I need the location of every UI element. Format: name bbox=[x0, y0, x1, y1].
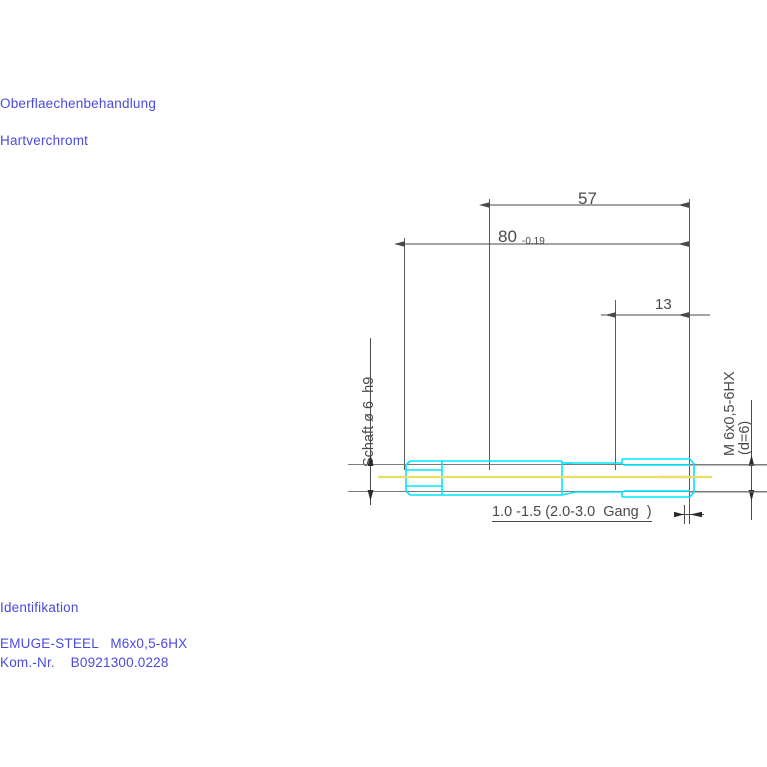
identification-line-2: Kom.-Nr. B0921300.0228 bbox=[0, 655, 169, 670]
shank-arrow-bottom bbox=[367, 490, 374, 501]
extension-lines bbox=[404, 199, 690, 520]
surface-treatment-heading: Oberflaechenbehandlung bbox=[0, 96, 157, 111]
shank-arrow-top bbox=[367, 455, 374, 466]
chamfer-note: 1.0 -1.5 (2.0-3.0 Gang ) bbox=[492, 504, 652, 522]
chamfer-note-arrows bbox=[674, 505, 704, 524]
neck-bottom-taper bbox=[561, 491, 622, 496]
shank-diameter-dimension bbox=[367, 338, 374, 505]
dimension-lines bbox=[394, 202, 710, 318]
identification-heading: Identifikation bbox=[0, 600, 79, 615]
square-drive-section bbox=[405, 460, 443, 496]
tap-part-geometry bbox=[378, 458, 712, 498]
chamfer-arrow-left bbox=[674, 511, 684, 518]
identification-line-1: EMUGE-STEEL M6x0,5-6HX bbox=[0, 636, 188, 651]
chamfer-arrow-right bbox=[690, 511, 702, 518]
thread-arrow-bottom bbox=[748, 490, 755, 501]
thread-arrow-top bbox=[748, 455, 755, 466]
neck-section bbox=[561, 462, 622, 496]
dimension-label-13: 13 bbox=[655, 296, 672, 313]
surface-treatment-value: Hartverchromt bbox=[0, 133, 89, 148]
thread-diameter-dimension bbox=[689, 400, 767, 520]
